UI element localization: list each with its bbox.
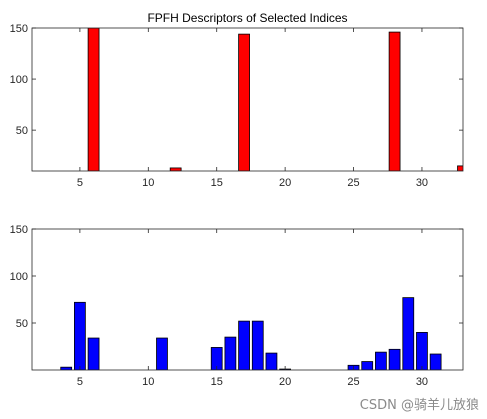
bar-5 (74, 301, 86, 370)
y-tick-label: 150 (10, 224, 28, 236)
bar-31 (429, 353, 442, 370)
top-axes: 5 10 15 20 25 30 50 100 150 (10, 23, 464, 189)
bar-28 (388, 31, 401, 171)
y-tick-label: 50 (16, 318, 28, 330)
y-tick-label: 100 (10, 271, 28, 283)
bar-12 (169, 167, 182, 171)
x-tick-label: 5 (77, 177, 83, 189)
bar-1 (20, 369, 31, 370)
x-tick-label: 30 (416, 376, 428, 388)
watermark-text: CSDN @骑羊儿放狼 (359, 398, 479, 413)
x-tick-label: 25 (347, 177, 359, 189)
bar-27 (375, 351, 387, 370)
bar-6 (87, 337, 100, 370)
bar-6 (87, 28, 100, 171)
x-tick-label: 15 (211, 177, 223, 189)
x-tick-label: 10 (142, 177, 154, 189)
y-tick-label: 150 (10, 23, 28, 35)
x-tick-label: 20 (279, 376, 291, 388)
bar-29 (402, 297, 415, 370)
bar-26 (361, 361, 374, 370)
bar-15 (210, 347, 223, 370)
x-tick-label: 20 (279, 177, 291, 189)
chart-title: FPFH Descriptors of Selected Indices (147, 11, 347, 25)
x-tick-label: 10 (142, 376, 154, 388)
axes-frame (31, 228, 464, 371)
bar-17 (238, 320, 250, 370)
y-tick-label: 50 (16, 125, 28, 137)
bar-16 (224, 336, 237, 370)
x-tick-label: 5 (77, 376, 83, 388)
bar-17 (238, 33, 250, 171)
bar-11 (156, 337, 168, 370)
bar-30 (416, 331, 428, 370)
x-tick-label: 25 (347, 376, 359, 388)
bar-19 (265, 352, 278, 370)
bottom-axes: 5 10 15 20 25 30 50 100 150 (10, 224, 464, 388)
x-tick-label: 15 (211, 376, 223, 388)
bar-28 (388, 348, 401, 370)
axes-frame (31, 27, 464, 172)
bar-18 (251, 320, 264, 370)
bar-4 (60, 366, 73, 370)
y-tick-label: 100 (10, 74, 28, 86)
x-tick-label: 30 (416, 177, 428, 189)
